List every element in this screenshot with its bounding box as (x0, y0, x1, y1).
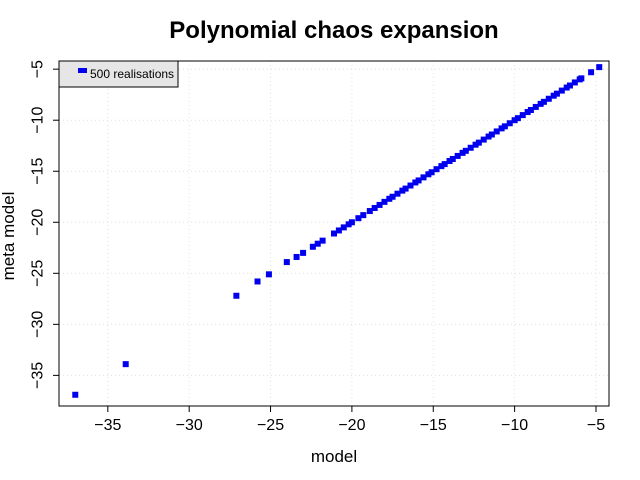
data-point (571, 79, 578, 86)
data-point (376, 201, 383, 208)
data-point (596, 64, 603, 71)
data-point (433, 166, 440, 173)
x-tick-label: −30 (176, 417, 203, 434)
y-tick-label: −20 (30, 209, 47, 236)
data-point (355, 215, 362, 222)
data-point (485, 133, 492, 140)
data-point (467, 144, 474, 151)
data-point (72, 391, 79, 398)
data-point (360, 212, 367, 219)
data-point (475, 139, 482, 146)
data-point (506, 120, 513, 127)
data-point (345, 221, 352, 228)
y-tick-label: −35 (30, 362, 47, 389)
grid (59, 61, 609, 406)
data-point (558, 87, 565, 94)
data-point (319, 237, 326, 244)
legend: 500 realisations (58, 60, 179, 88)
x-axis: −35 −30 −25 −20 −15 −10 −5 (94, 406, 605, 434)
data-point (550, 92, 557, 99)
y-tick-label: −25 (30, 260, 47, 287)
data-point (480, 136, 487, 143)
data-point (527, 106, 534, 113)
y-tick-label: −10 (30, 107, 47, 134)
data-point (402, 185, 409, 192)
data-point (283, 259, 290, 266)
x-tick-label: −35 (94, 417, 121, 434)
data-point (488, 131, 495, 138)
legend-marker (78, 68, 87, 73)
data-point (524, 109, 531, 116)
x-tick-label: −20 (338, 417, 365, 434)
data-point (381, 198, 388, 205)
data-point (293, 253, 300, 260)
data-point (462, 147, 469, 154)
data-point (454, 152, 461, 159)
data-point (386, 195, 393, 202)
data-point (407, 182, 414, 189)
y-tick-label: −5 (30, 60, 47, 78)
data-point (371, 204, 378, 211)
data-point (449, 155, 456, 162)
data-point (566, 82, 573, 89)
data-point (394, 190, 401, 197)
data-point (519, 112, 526, 119)
data-point (335, 227, 342, 234)
data-point (412, 179, 419, 186)
data-point (309, 243, 316, 250)
data-point (588, 69, 595, 76)
data-point (300, 249, 307, 256)
y-axis-label: meta model (0, 192, 18, 281)
data-point (459, 149, 466, 156)
x-tick-label: −25 (257, 417, 284, 434)
data-point (446, 158, 453, 165)
data-point (340, 224, 347, 231)
data-point (399, 187, 406, 194)
data-point (578, 75, 585, 82)
data-point (438, 163, 445, 170)
x-tick-label: −5 (587, 417, 605, 434)
data-point (472, 141, 479, 148)
legend-label: 500 realisations (90, 67, 174, 81)
data-point (425, 171, 432, 178)
data-point (233, 292, 240, 299)
data-point (532, 103, 539, 110)
data-point (389, 193, 396, 200)
data-point (314, 240, 321, 247)
chart-title: Polynomial chaos expansion (169, 17, 498, 44)
data-point (511, 117, 518, 124)
data-point (540, 98, 547, 105)
data-point (348, 219, 355, 226)
data-point (420, 174, 427, 181)
data-point (563, 84, 570, 91)
data-point (545, 95, 552, 102)
data-point (122, 361, 129, 368)
y-axis: −35 −30 −25 −20 −15 −10 −5 (30, 60, 59, 389)
data-point (441, 161, 448, 168)
data-point (428, 169, 435, 176)
y-tick-label: −30 (30, 311, 47, 338)
legend-box (58, 60, 179, 88)
data-point (366, 208, 373, 215)
x-axis-label: model (311, 447, 357, 466)
data-point (331, 230, 337, 237)
data-point (514, 115, 521, 122)
y-tick-label: −15 (30, 158, 47, 185)
x-tick-label: −15 (420, 417, 447, 434)
data-point (537, 100, 544, 107)
data-point (501, 123, 508, 130)
data-point (254, 278, 261, 285)
x-tick-label: −10 (501, 417, 528, 434)
plot-frame (58, 60, 610, 407)
data-point (498, 125, 505, 132)
data-point (265, 271, 272, 278)
data-points (72, 64, 603, 398)
data-point (493, 128, 500, 135)
data-point (415, 177, 422, 184)
data-point (553, 90, 560, 97)
